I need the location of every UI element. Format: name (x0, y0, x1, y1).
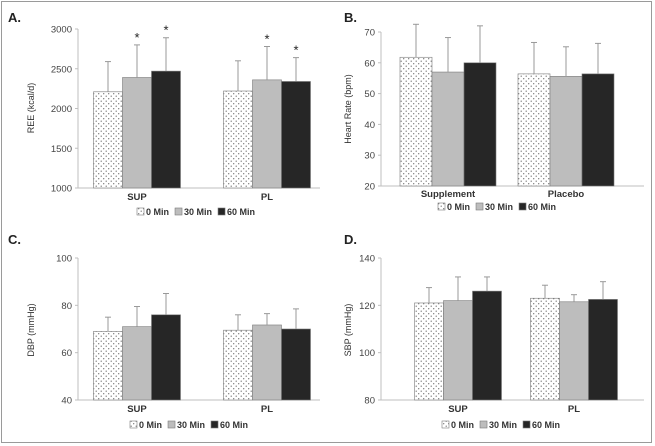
legend-swatch-30-min (475, 202, 484, 211)
bar-30-min-supplement (431, 71, 465, 187)
bar-0-min-sup (414, 302, 444, 401)
y-tick-label: 20 (364, 182, 375, 193)
legend-label-0-min: 0 Min (139, 420, 162, 430)
bar-0-min-pl (223, 329, 253, 401)
bar-60-min-sup (151, 314, 181, 401)
legend: 0 Min 30 Min 60 Min (136, 207, 255, 217)
bar-0-min-sup (93, 91, 123, 189)
bar-30-min-pl (252, 324, 282, 401)
legend-swatch-30-min (167, 420, 176, 429)
x-category-label: PL (261, 404, 273, 415)
bar-30-min-placebo (549, 76, 583, 187)
bar-30-min-sup (443, 300, 473, 401)
x-category-label: Placebo (548, 189, 585, 200)
x-category-label: SUP (127, 192, 147, 203)
y-tick-label: 60 (61, 348, 72, 359)
y-tick-label: 140 (359, 254, 375, 265)
bar-30-min-sup (122, 326, 152, 401)
bar-0-min-supplement (399, 56, 433, 187)
legend-swatch-60-min (217, 207, 226, 216)
legend-swatch-0-min (441, 420, 450, 429)
legend-swatch-60-min (518, 202, 527, 211)
legend-label-60-min: 60 Min (227, 207, 255, 217)
x-category-label: PL (261, 192, 273, 203)
legend-label-30-min: 30 Min (177, 420, 205, 430)
chart-panel-a: A. 1000 1500 2000 2500 3000 REE (kcal/d) * * SUP *… (8, 10, 320, 217)
legend: 0 Min 30 Min 60 Min (441, 420, 560, 430)
bar-0-min-pl (530, 297, 560, 401)
y-tick-label: 3000 (51, 25, 72, 36)
y-tick-label: 80 (364, 396, 375, 407)
bar-60-min-placebo (581, 73, 615, 187)
bar-60-min-pl (588, 299, 618, 401)
panel-label: D. (344, 232, 357, 247)
legend-swatch-60-min (210, 420, 219, 429)
bar-60-min-supplement (463, 62, 497, 187)
y-tick-label: 1500 (51, 144, 72, 155)
bar-60-min-pl (281, 81, 311, 189)
bar-30-min-sup (122, 77, 152, 189)
legend-swatch-30-min (174, 207, 183, 216)
y-tick-label: 1000 (51, 184, 72, 195)
y-tick-label: 2000 (51, 104, 72, 115)
legend-label-60-min: 60 Min (528, 202, 556, 212)
significance-star: * (264, 31, 269, 46)
bar-0-min-placebo (517, 73, 551, 187)
y-axis-title: DBP (mmHg) (26, 303, 36, 356)
significance-star: * (163, 23, 168, 38)
y-tick-label: 40 (364, 120, 375, 131)
y-tick-label: 80 (61, 301, 72, 312)
legend-label-30-min: 30 Min (184, 207, 212, 217)
bar-30-min-pl (252, 79, 282, 189)
legend-label-30-min: 30 Min (485, 202, 513, 212)
bar-30-min-pl (559, 301, 589, 401)
y-tick-label: 60 (364, 58, 375, 69)
legend: 0 Min 30 Min 60 Min (437, 202, 556, 212)
legend-label-0-min: 0 Min (451, 420, 474, 430)
legend-label-30-min: 30 Min (489, 420, 517, 430)
legend-label-0-min: 0 Min (146, 207, 169, 217)
y-tick-label: 70 (364, 28, 375, 39)
panel-label: B. (344, 10, 357, 25)
x-category-label: Supplement (421, 189, 476, 200)
panel-label: A. (8, 10, 21, 25)
legend-swatch-0-min (136, 207, 145, 216)
legend: 0 Min 30 Min 60 Min (129, 420, 248, 430)
y-axis-title: SBP (mmHg) (343, 304, 353, 357)
panel-label: C. (8, 232, 21, 247)
legend-swatch-60-min (522, 420, 531, 429)
significance-star: * (134, 30, 139, 45)
y-tick-label: 100 (56, 254, 72, 265)
chart-panel-c: C. 40 60 80 100 DBP (mmHg) SUP PL 0 Min 30 Min 60 … (8, 232, 320, 430)
x-category-label: SUP (127, 404, 147, 415)
y-tick-label: 30 (364, 151, 375, 162)
y-axis-title: Heart Rate (bpm) (343, 74, 353, 144)
bar-0-min-pl (223, 90, 253, 189)
y-axis-title: REE (kcal/d) (26, 83, 36, 134)
legend-label-0-min: 0 Min (447, 202, 470, 212)
x-category-label: SUP (448, 404, 468, 415)
legend-swatch-0-min (437, 202, 446, 211)
y-tick-label: 120 (359, 301, 375, 312)
significance-star: * (293, 43, 298, 58)
bar-60-min-sup (472, 290, 502, 401)
chart-panel-d: D. 80 100 120 140 SBP (mmHg) SUP PL 0 Min 30 Min 6… (343, 232, 644, 430)
y-tick-label: 50 (364, 89, 375, 100)
bar-60-min-pl (281, 328, 311, 401)
legend-label-60-min: 60 Min (220, 420, 248, 430)
legend-swatch-0-min (129, 420, 138, 429)
bar-0-min-sup (93, 331, 123, 401)
x-category-label: PL (568, 404, 580, 415)
bar-60-min-sup (151, 70, 181, 189)
y-tick-label: 2500 (51, 64, 72, 75)
chart-panel-b: B. 20 30 40 50 60 70 Heart Rate (bpm) Supplement… (343, 10, 644, 212)
legend-swatch-30-min (479, 420, 488, 429)
legend-label-60-min: 60 Min (532, 420, 560, 430)
y-tick-label: 40 (61, 396, 72, 407)
y-tick-label: 100 (359, 348, 375, 359)
